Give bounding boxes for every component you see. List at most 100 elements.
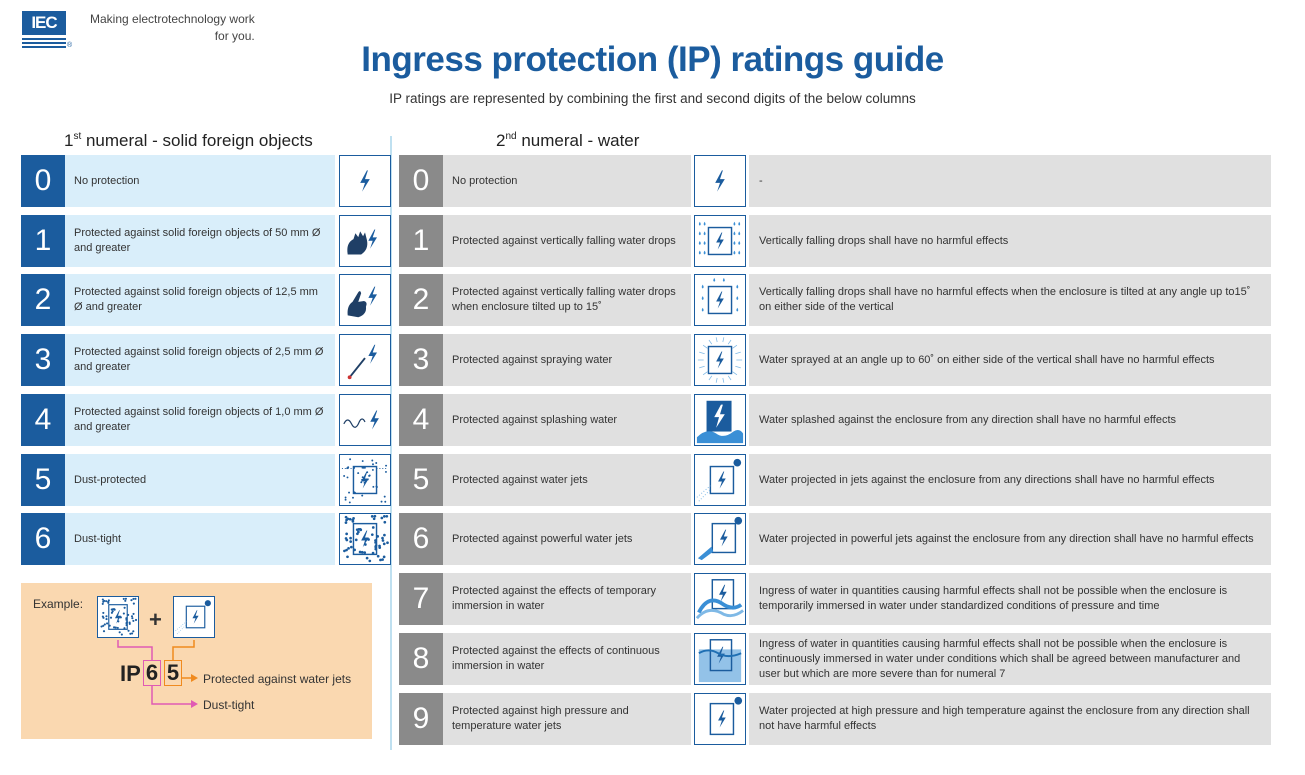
water-rating-row-3: 3 Protected against spraying water Water s… bbox=[399, 334, 1271, 386]
solid-rating-row-0: 0 No protection bbox=[21, 155, 391, 207]
rating-digit: 4 bbox=[399, 394, 443, 446]
solid-rating-row-5: 5 Dust-protected bbox=[21, 454, 391, 506]
rating-detail: Ingress of water in quantities causing h… bbox=[749, 633, 1271, 685]
water-rating-row-7: 7 Protected against the effects of tempor… bbox=[399, 573, 1271, 625]
rating-digit: 2 bbox=[21, 274, 65, 326]
example-box: Example: + IP 6 5 Protected against wate… bbox=[21, 583, 372, 739]
rating-description: Protected against high pressure and temp… bbox=[443, 693, 691, 745]
splash-icon bbox=[694, 394, 746, 446]
rating-detail: Water splashed against the enclosure fro… bbox=[749, 394, 1271, 446]
logo-bar bbox=[22, 46, 66, 48]
solid-rating-row-1: 1 Protected against solid foreign objects… bbox=[21, 215, 391, 267]
plus-sign: + bbox=[149, 607, 162, 632]
rating-description: Protected against vertically falling wat… bbox=[443, 274, 691, 326]
tilted-drops-icon bbox=[694, 274, 746, 326]
page-title: Ingress protection (IP) ratings guide bbox=[361, 40, 944, 79]
rating-detail: Vertically falling drops shall have no h… bbox=[749, 215, 1271, 267]
rating-description: Protected against spraying water bbox=[443, 334, 691, 386]
high-pressure-jet-icon bbox=[694, 693, 746, 745]
rating-digit: 0 bbox=[399, 155, 443, 207]
water-rating-row-0: 0 No protection - bbox=[399, 155, 1271, 207]
rating-description: Protected against the effects of tempora… bbox=[443, 573, 691, 625]
rating-digit: 0 bbox=[21, 155, 65, 207]
iec-logo: IEC ® bbox=[22, 11, 72, 53]
page-subtitle: IP ratings are represented by combining … bbox=[389, 91, 916, 106]
rating-description: Protected against water jets bbox=[443, 454, 691, 506]
example-second-digit: 5 bbox=[164, 660, 182, 686]
dust-tight-icon bbox=[339, 513, 391, 565]
registered-mark: ® bbox=[67, 42, 73, 49]
wave-icon bbox=[694, 573, 746, 625]
rating-digit: 5 bbox=[399, 454, 443, 506]
column-divider bbox=[390, 136, 392, 750]
dust-lightning-icon bbox=[339, 454, 391, 506]
water-rating-row-1: 1 Protected against vertically falling wa… bbox=[399, 215, 1271, 267]
water-rating-row-8: 8 Protected against the effects of contin… bbox=[399, 633, 1271, 685]
rating-description: Protected against powerful water jets bbox=[443, 513, 691, 565]
example-first-digit-label: Dust-tight bbox=[203, 698, 255, 712]
plain-lightning-icon bbox=[339, 155, 391, 207]
rating-digit: 1 bbox=[21, 215, 65, 267]
solid-rating-row-6: 6 Dust-tight bbox=[21, 513, 391, 565]
rating-detail: Water projected in powerful jets against… bbox=[749, 513, 1271, 565]
rating-digit: 8 bbox=[399, 633, 443, 685]
example-connector-lines bbox=[117, 640, 198, 708]
rating-description: Protected against solid foreign objects … bbox=[65, 215, 335, 267]
logo-text: IEC bbox=[22, 11, 66, 35]
powerful-jet-icon bbox=[694, 513, 746, 565]
rating-digit: 2 bbox=[399, 274, 443, 326]
rating-description: Dust-protected bbox=[65, 454, 335, 506]
rating-digit: 3 bbox=[21, 334, 65, 386]
rating-description: Protected against solid foreign objects … bbox=[65, 274, 335, 326]
plain-lightning-icon bbox=[694, 155, 746, 207]
rating-detail: Vertically falling drops shall have no h… bbox=[749, 274, 1271, 326]
rating-digit: 1 bbox=[399, 215, 443, 267]
tool-lightning-icon bbox=[339, 334, 391, 386]
rating-detail: Ingress of water in quantities causing h… bbox=[749, 573, 1271, 625]
water-rating-row-6: 6 Protected against powerful water jets Wa… bbox=[399, 513, 1271, 565]
hand-lightning-icon bbox=[339, 215, 391, 267]
rating-digit: 4 bbox=[21, 394, 65, 446]
rating-description: Dust-tight bbox=[65, 513, 335, 565]
rating-description: Protected against solid foreign objects … bbox=[65, 394, 335, 446]
rating-description: No protection bbox=[65, 155, 335, 207]
rating-digit: 7 bbox=[399, 573, 443, 625]
solid-rating-row-4: 4 Protected against solid foreign objects… bbox=[21, 394, 391, 446]
rating-description: Protected against the effects of continu… bbox=[443, 633, 691, 685]
water-rating-row-2: 2 Protected against vertically falling wa… bbox=[399, 274, 1271, 326]
rating-digit: 5 bbox=[21, 454, 65, 506]
example-second-digit-label: Protected against water jets bbox=[203, 672, 352, 686]
rating-detail: Water sprayed at an angle up to 60˚ on e… bbox=[749, 334, 1271, 386]
rating-detail: Water projected in jets against the encl… bbox=[749, 454, 1271, 506]
rating-detail: Water projected at high pressure and hig… bbox=[749, 693, 1271, 745]
logo-bar bbox=[22, 42, 66, 44]
tagline-line1: Making electrotechnology work bbox=[90, 12, 255, 26]
rating-description: Protected against solid foreign objects … bbox=[65, 334, 335, 386]
rating-digit: 6 bbox=[21, 513, 65, 565]
rating-digit: 9 bbox=[399, 693, 443, 745]
second-numeral-heading: 2nd numeral - water bbox=[496, 131, 640, 150]
spray-icon bbox=[694, 334, 746, 386]
water-jet-icon bbox=[694, 454, 746, 506]
example-first-digit: 6 bbox=[143, 660, 161, 686]
tagline: Making electrotechnology work for you. bbox=[90, 11, 255, 45]
wire-lightning-icon bbox=[339, 394, 391, 446]
tagline-line2: for you. bbox=[214, 29, 255, 43]
water-rating-row-5: 5 Protected against water jets Water proje… bbox=[399, 454, 1271, 506]
first-numeral-heading: 1st numeral - solid foreign objects bbox=[64, 131, 313, 150]
water-rating-row-9: 9 Protected against high pressure and tem… bbox=[399, 693, 1271, 745]
immersion-icon bbox=[694, 633, 746, 685]
vertical-drops-icon bbox=[694, 215, 746, 267]
dust-tight-icon bbox=[97, 596, 139, 638]
rating-digit: 3 bbox=[399, 334, 443, 386]
logo-bar bbox=[22, 38, 66, 40]
rating-description: Protected against splashing water bbox=[443, 394, 691, 446]
rating-description: No protection bbox=[443, 155, 691, 207]
rating-detail: - bbox=[749, 155, 1271, 207]
rating-digit: 6 bbox=[399, 513, 443, 565]
ip-prefix: IP bbox=[120, 661, 141, 686]
water-rating-row-4: 4 Protected against splashing water Water … bbox=[399, 394, 1271, 446]
water-jet-icon bbox=[173, 596, 215, 638]
rating-description: Protected against vertically falling wat… bbox=[443, 215, 691, 267]
example-label: Example: bbox=[33, 597, 84, 611]
